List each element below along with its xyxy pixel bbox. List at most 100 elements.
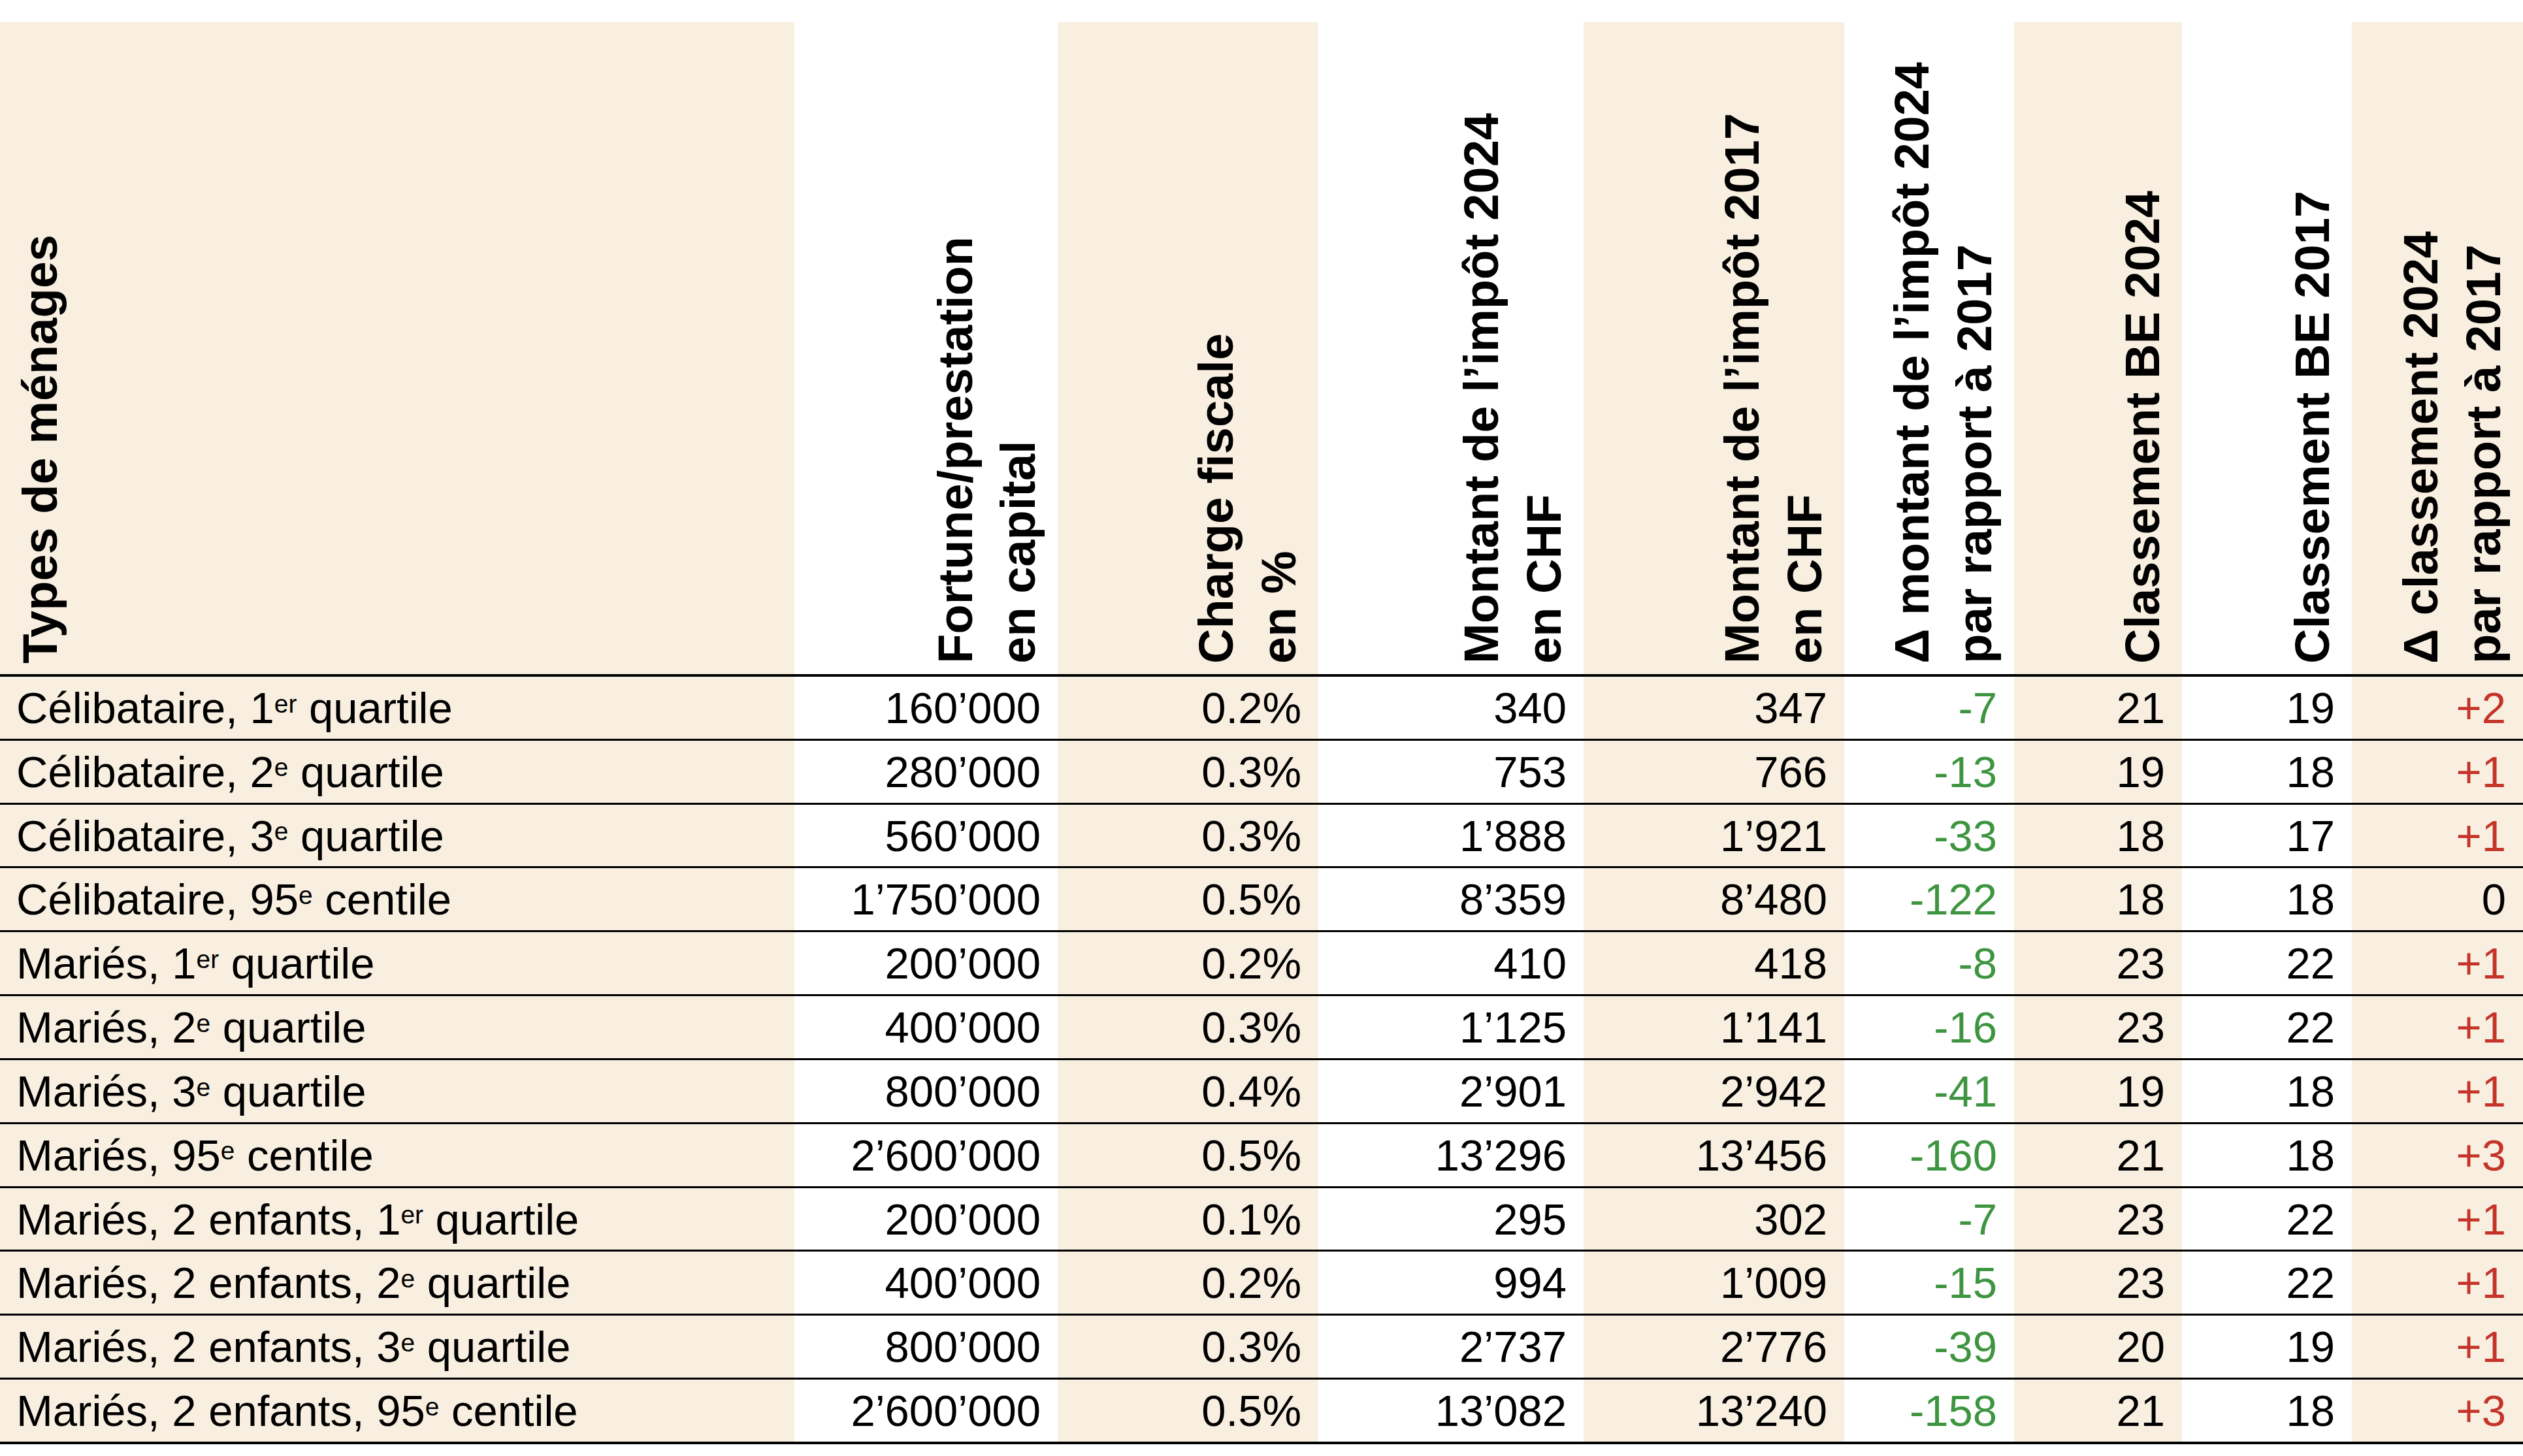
column-header-line: Types de ménages <box>9 235 72 664</box>
cell-fortune: 200’000 <box>794 938 1058 988</box>
cell-tax2017: 13’240 <box>1584 1385 1844 1436</box>
cell-delta_rank: +1 <box>2352 811 2523 861</box>
superscript: e <box>400 1265 415 1293</box>
cell-tax2017: 1’921 <box>1584 811 1844 861</box>
table-row: Mariés, 2 enfants, 3e quartile800’0000.3… <box>0 1314 2523 1378</box>
cell-charge: 0.5% <box>1058 1385 1318 1436</box>
cell-household: Mariés, 2 enfants, 95e centile <box>0 1385 794 1436</box>
cell-rank2024: 23 <box>2014 938 2182 988</box>
cell-charge: 0.5% <box>1058 874 1318 924</box>
cell-rank2017: 18 <box>2182 1385 2352 1436</box>
column-header-line: Classement BE 2024 <box>2111 191 2174 664</box>
cell-fortune: 160’000 <box>794 683 1058 733</box>
cell-charge: 0.3% <box>1058 811 1318 861</box>
cell-charge: 0.3% <box>1058 747 1318 797</box>
cell-fortune: 280’000 <box>794 747 1058 797</box>
cell-rank2024: 21 <box>2014 683 2182 733</box>
cell-tax2024: 2’901 <box>1318 1066 1584 1116</box>
household-label-text: Mariés, 95 <box>16 1131 221 1180</box>
cell-delta_tax: -7 <box>1844 683 2014 733</box>
cell-rank2017: 18 <box>2182 1130 2352 1180</box>
cell-tax2024: 295 <box>1318 1194 1584 1244</box>
column-header-line: Δ classement 2024 <box>2390 231 2452 664</box>
superscript: e <box>299 881 313 909</box>
cell-rank2024: 23 <box>2014 1002 2182 1052</box>
cell-rank2024: 20 <box>2014 1321 2182 1372</box>
cell-rank2024: 18 <box>2014 874 2182 924</box>
column-header-rank2017: Classement BE 2017 <box>2281 191 2344 664</box>
cell-delta_rank: +1 <box>2352 1002 2523 1052</box>
column-header-household: Types de ménages <box>9 235 72 664</box>
column-header-line: Δ montant de l’impôt 2024 <box>1881 62 1944 664</box>
cell-fortune: 2’600’000 <box>794 1130 1058 1180</box>
superscript: e <box>197 1009 211 1037</box>
cell-rank2017: 17 <box>2182 811 2352 861</box>
cell-rank2017: 22 <box>2182 1002 2352 1052</box>
cell-tax2017: 302 <box>1584 1194 1844 1244</box>
column-header-tax2024: Montant de l’impôt 2024en CHF <box>1450 113 1576 664</box>
household-label-text: Célibataire, 2 <box>16 747 274 796</box>
cell-charge: 0.3% <box>1058 1002 1318 1052</box>
cell-fortune: 400’000 <box>794 1257 1058 1308</box>
household-label-text: Mariés, 2 <box>16 1003 197 1052</box>
cell-household: Mariés, 95e centile <box>0 1130 794 1180</box>
cell-rank2024: 21 <box>2014 1130 2182 1180</box>
household-label-text: quartile <box>288 747 444 796</box>
cell-household: Mariés, 2 enfants, 2e quartile <box>0 1257 794 1308</box>
cell-delta_rank: +1 <box>2352 938 2523 988</box>
household-label-text: Mariés, 2 enfants, 1 <box>16 1195 400 1244</box>
cell-delta_tax: -7 <box>1844 1194 2014 1244</box>
superscript: e <box>197 1073 211 1101</box>
column-header-fortune: Fortune/prestationen capital <box>924 236 1050 664</box>
cell-charge: 0.4% <box>1058 1066 1318 1116</box>
cell-delta_rank: +1 <box>2352 1321 2523 1372</box>
cell-delta_tax: -33 <box>1844 811 2014 861</box>
cell-tax2024: 1’888 <box>1318 811 1584 861</box>
household-label-text: quartile <box>415 1322 570 1371</box>
cell-household: Célibataire, 95e centile <box>0 874 794 924</box>
cell-fortune: 400’000 <box>794 1002 1058 1052</box>
table-row: Célibataire, 3e quartile560’0000.3%1’888… <box>0 803 2523 867</box>
cell-charge: 0.2% <box>1058 1257 1318 1308</box>
household-label-text: Célibataire, 1 <box>16 683 274 732</box>
column-header-line: par rapport à 2017 <box>1944 62 2006 664</box>
cell-fortune: 560’000 <box>794 811 1058 861</box>
cell-tax2024: 1’125 <box>1318 1002 1584 1052</box>
table-row: Mariés, 1er quartile200’0000.2%410418-82… <box>0 930 2523 994</box>
cell-fortune: 1’750’000 <box>794 874 1058 924</box>
table-row: Célibataire, 1er quartile160’0000.2%3403… <box>0 677 2523 739</box>
cell-charge: 0.3% <box>1058 1321 1318 1372</box>
cell-delta_rank: +2 <box>2352 683 2523 733</box>
table-row: Mariés, 3e quartile800’0000.4%2’9012’942… <box>0 1058 2523 1122</box>
household-label-text: quartile <box>415 1258 570 1307</box>
column-header-rank2024: Classement BE 2024 <box>2111 191 2174 664</box>
table-header: Types de ménages Fortune/prestationen cap… <box>0 0 2523 674</box>
column-header-line: en capital <box>987 236 1050 664</box>
column-header-line: par rapport à 2017 <box>2452 231 2515 664</box>
cell-household: Mariés, 2 enfants, 1er quartile <box>0 1194 794 1244</box>
household-label-text: Célibataire, 3 <box>16 811 274 860</box>
cell-tax2017: 766 <box>1584 747 1844 797</box>
column-header-line: Montant de l’impôt 2017 <box>1711 113 1774 664</box>
cell-rank2024: 19 <box>2014 1066 2182 1116</box>
table-row: Célibataire, 2e quartile280’0000.3%75376… <box>0 739 2523 803</box>
cell-household: Mariés, 2 enfants, 3e quartile <box>0 1321 794 1372</box>
superscript: er <box>274 690 297 718</box>
column-header-line: Fortune/prestation <box>924 236 987 664</box>
cell-rank2017: 18 <box>2182 747 2352 797</box>
cell-delta_rank: +1 <box>2352 1066 2523 1116</box>
cell-tax2017: 8’480 <box>1584 874 1844 924</box>
cell-rank2017: 19 <box>2182 683 2352 733</box>
table-body: Célibataire, 1er quartile160’0000.2%3403… <box>0 677 2523 1442</box>
cell-fortune: 800’000 <box>794 1321 1058 1372</box>
column-header-line: Charge fiscale <box>1185 333 1248 664</box>
superscript: er <box>400 1201 423 1229</box>
cell-tax2024: 13’082 <box>1318 1385 1584 1436</box>
cell-rank2017: 18 <box>2182 1066 2352 1116</box>
household-label-text: quartile <box>288 811 444 860</box>
cell-tax2017: 347 <box>1584 683 1844 733</box>
household-label-text: Célibataire, 95 <box>16 875 299 924</box>
household-label-text: Mariés, 2 enfants, 3 <box>16 1322 400 1371</box>
household-label-text: centile <box>235 1131 373 1180</box>
household-label-text: centile <box>439 1386 578 1435</box>
